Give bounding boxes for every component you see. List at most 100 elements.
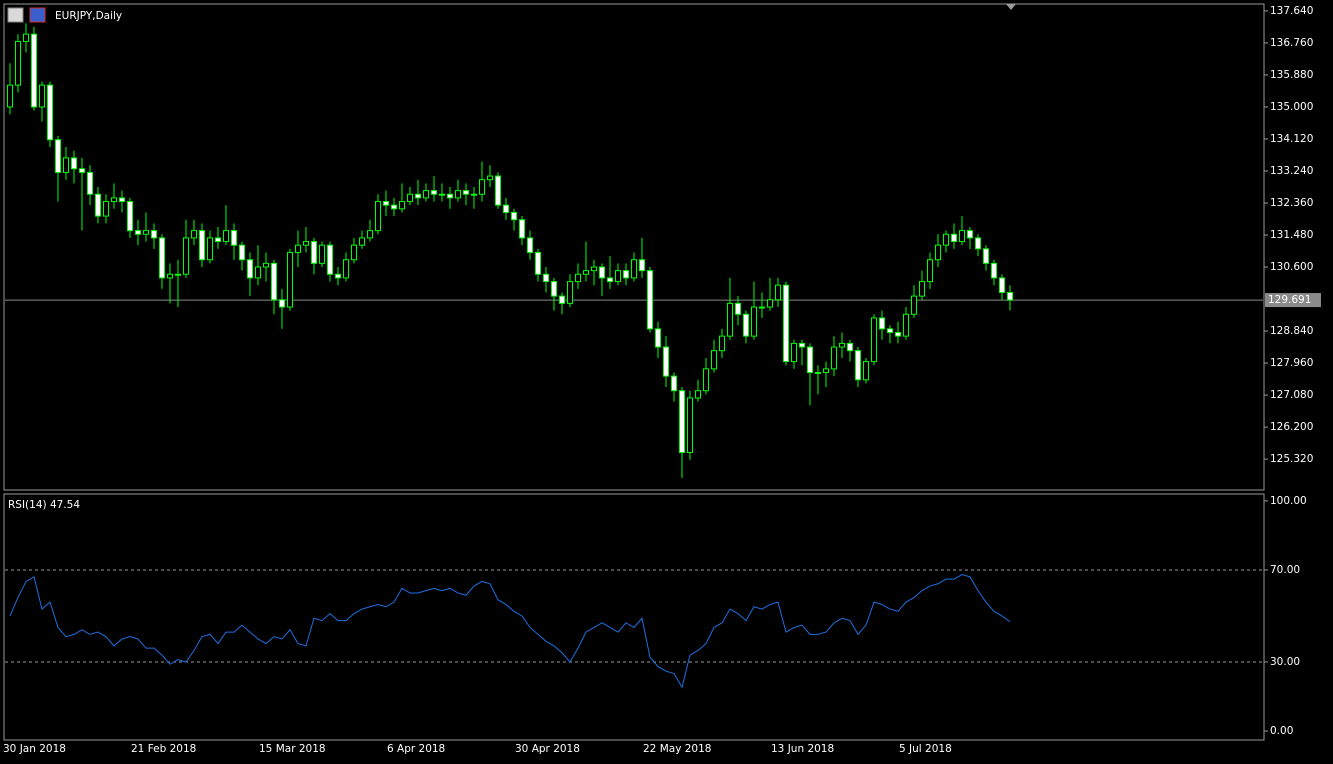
candle-body bbox=[231, 230, 237, 246]
candle-body bbox=[487, 175, 493, 181]
rsi-line bbox=[9, 574, 1011, 689]
candle-body bbox=[903, 313, 909, 337]
candle-body bbox=[183, 237, 189, 275]
y-tick-label: 126.200 bbox=[1270, 421, 1313, 433]
candle-body bbox=[839, 342, 845, 348]
candle-body bbox=[575, 273, 581, 283]
candle-body bbox=[535, 251, 541, 275]
candle-body bbox=[591, 266, 597, 272]
candle-body bbox=[71, 157, 77, 170]
candle-body bbox=[351, 244, 357, 261]
candle-body bbox=[423, 190, 429, 199]
candle-body bbox=[455, 190, 461, 199]
candle-body bbox=[703, 368, 709, 392]
x-tick-label: 22 May 2018 bbox=[643, 743, 711, 755]
candle-body bbox=[447, 193, 453, 199]
y-tick-label: 127.080 bbox=[1270, 389, 1313, 401]
candle-body bbox=[167, 273, 173, 279]
candle-body bbox=[791, 342, 797, 363]
candle-body bbox=[775, 284, 781, 301]
candle-body bbox=[79, 168, 85, 173]
candle-body bbox=[399, 201, 405, 210]
candle-body bbox=[15, 40, 21, 86]
candle-body bbox=[647, 270, 653, 330]
candle-body bbox=[935, 244, 941, 261]
candle-body bbox=[551, 281, 557, 297]
y-tick-label: 70.00 bbox=[1270, 564, 1300, 576]
y-tick-label: 132.360 bbox=[1270, 197, 1313, 209]
x-tick-label: 13 Jun 2018 bbox=[771, 743, 834, 755]
candle-body bbox=[615, 270, 621, 283]
candle-body bbox=[607, 277, 613, 283]
candle-body bbox=[823, 368, 829, 374]
candle-body bbox=[207, 237, 213, 261]
candle-body bbox=[479, 179, 485, 195]
candle-body bbox=[911, 295, 917, 315]
icon[interactable] bbox=[29, 7, 46, 23]
candle-body bbox=[959, 230, 965, 243]
icon[interactable] bbox=[7, 7, 24, 23]
y-tick-label: 128.840 bbox=[1270, 325, 1313, 337]
candle-body bbox=[463, 190, 469, 195]
candle-body bbox=[695, 390, 701, 399]
candle-body bbox=[511, 211, 517, 221]
x-tick-label: 5 Jul 2018 bbox=[899, 743, 952, 755]
y-tick-label: 135.000 bbox=[1270, 101, 1313, 113]
candle-body bbox=[135, 230, 141, 235]
rsi-panel bbox=[3, 493, 1265, 741]
candle-body bbox=[47, 84, 53, 141]
candle-body bbox=[55, 139, 61, 173]
candle-body bbox=[847, 342, 853, 352]
y-tick-label: 125.320 bbox=[1270, 453, 1313, 465]
candle-body bbox=[519, 219, 525, 239]
candle-body bbox=[927, 259, 933, 283]
price-label: 129.691 bbox=[1268, 294, 1311, 306]
candle-body bbox=[1007, 291, 1013, 301]
candle-body bbox=[263, 262, 269, 268]
candle-body bbox=[495, 175, 501, 206]
shift-marker[interactable] bbox=[1006, 4, 1016, 10]
candle-body bbox=[743, 313, 749, 337]
y-tick-label: 100.00 bbox=[1270, 495, 1307, 507]
candle-body bbox=[7, 84, 13, 108]
y-tick-label: 30.00 bbox=[1270, 656, 1300, 668]
candle-body bbox=[143, 230, 149, 235]
candle-body bbox=[367, 230, 373, 239]
candle-body bbox=[31, 33, 37, 108]
candle-body bbox=[759, 306, 765, 309]
main-panel bbox=[3, 3, 1265, 491]
candle-body bbox=[415, 193, 421, 199]
candle-body bbox=[863, 361, 869, 381]
x-tick-label: 30 Apr 2018 bbox=[515, 743, 580, 755]
candle-body bbox=[655, 328, 661, 348]
candle-body bbox=[879, 317, 885, 330]
candle-body bbox=[735, 302, 741, 315]
candle-body bbox=[663, 346, 669, 377]
candle-body bbox=[151, 230, 157, 239]
candle-body bbox=[855, 350, 861, 381]
candle-body bbox=[127, 201, 133, 232]
candle-body bbox=[359, 237, 365, 246]
x-tick-label: 6 Apr 2018 bbox=[387, 743, 445, 755]
candle-body bbox=[943, 233, 949, 246]
candle-body bbox=[95, 193, 101, 217]
candle-body bbox=[343, 259, 349, 279]
y-tick-label: 136.760 bbox=[1270, 37, 1313, 49]
candle-body bbox=[967, 230, 973, 239]
candle-body bbox=[39, 84, 45, 108]
candle-body bbox=[751, 306, 757, 337]
candle-body bbox=[239, 244, 245, 261]
candle-body bbox=[431, 190, 437, 195]
price-label-box bbox=[1265, 293, 1321, 308]
candle-body bbox=[991, 262, 997, 279]
candle-body bbox=[287, 251, 293, 308]
candle-body bbox=[319, 244, 325, 264]
x-tick-label: 15 Mar 2018 bbox=[259, 743, 326, 755]
candle-body bbox=[407, 193, 413, 203]
candle-body bbox=[247, 259, 253, 279]
candle-body bbox=[279, 299, 285, 308]
candle-body bbox=[255, 266, 261, 279]
candle-body bbox=[175, 273, 181, 276]
